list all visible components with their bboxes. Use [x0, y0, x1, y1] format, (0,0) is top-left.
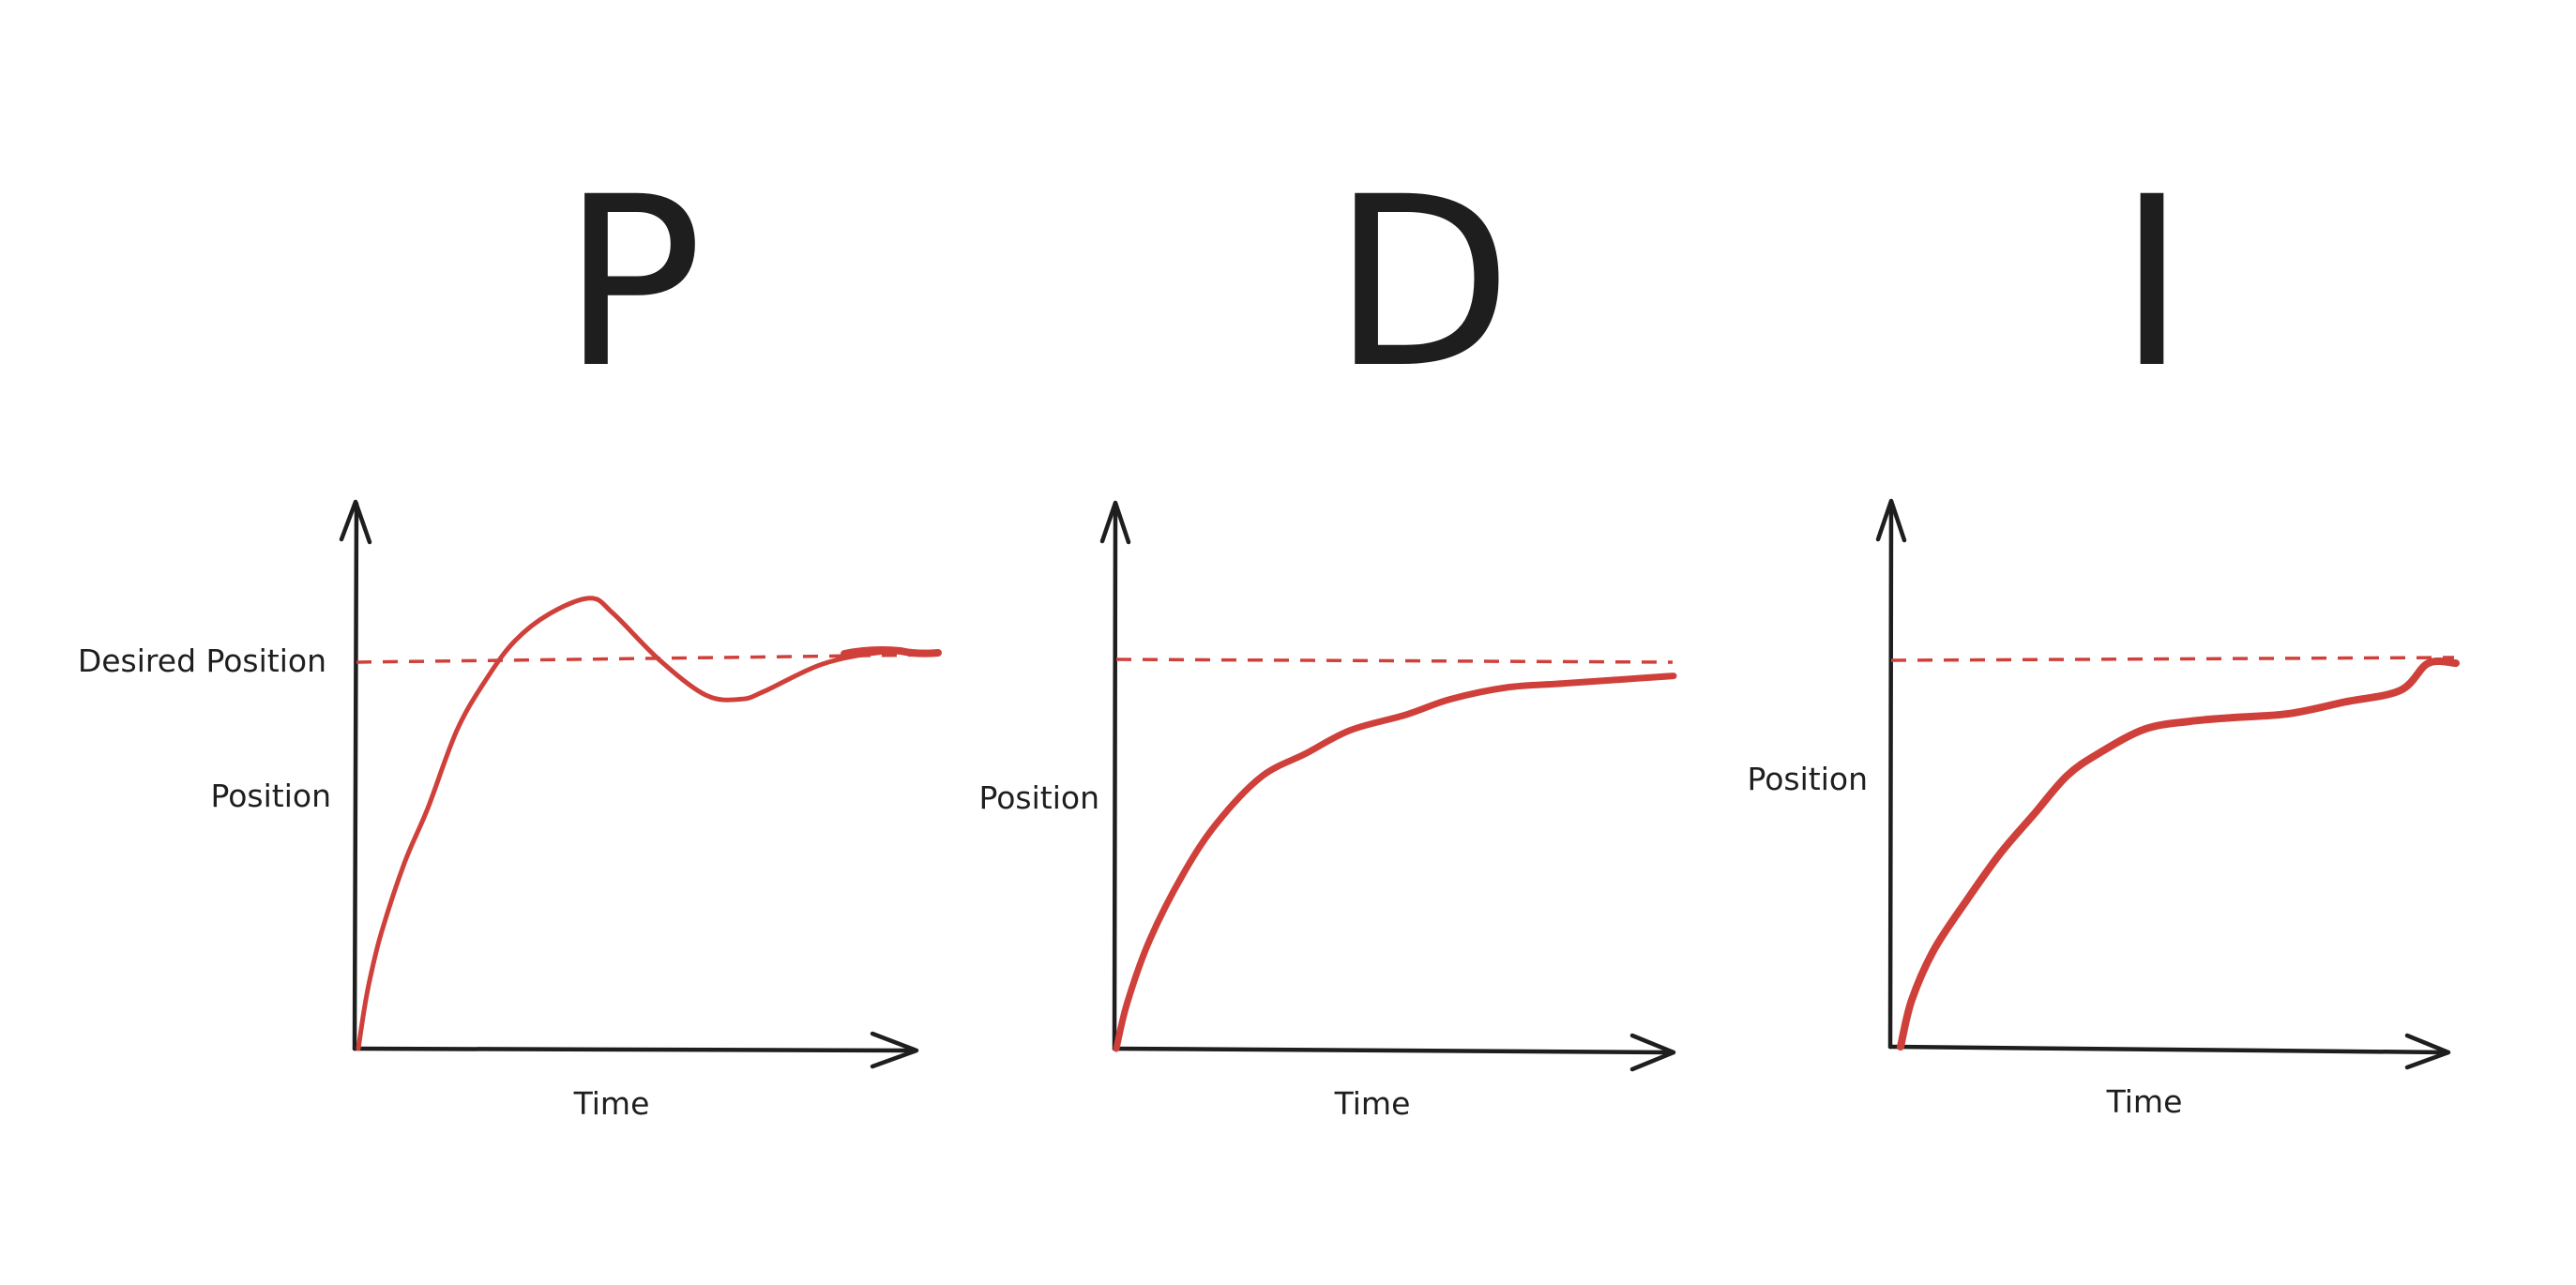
panel-p-desired-position-label: Desired Position	[78, 642, 326, 679]
panel-d-setpoint-line	[1115, 658, 1674, 664]
panel-d-time-label: Time	[1334, 1085, 1411, 1122]
panel-d: D Position Time	[979, 146, 1677, 1122]
panel-i-x-axis	[1887, 1044, 2449, 1055]
panel-i-y-axis	[1887, 500, 1894, 1050]
panel-d-position-label: Position	[979, 779, 1100, 816]
panel-d-title: D	[1332, 146, 1513, 419]
panel-p-response-curve	[356, 596, 941, 1051]
panel-i-title: I	[2117, 146, 2187, 419]
panel-p-x-arrowhead	[870, 1031, 919, 1069]
panel-d-y-arrowhead	[1099, 500, 1131, 545]
panel-i-x-arrowhead	[2404, 1033, 2451, 1070]
panel-i-setpoint-line	[1890, 656, 2455, 662]
panel-p-response-tail	[841, 646, 942, 658]
panel-p-y-axis	[352, 501, 359, 1051]
panel-p-setpoint-line	[356, 653, 939, 664]
panel-d-x-axis	[1112, 1046, 1674, 1055]
panel-p-position-label: Position	[211, 778, 332, 814]
panel-i-time-label: Time	[2106, 1083, 2183, 1120]
panel-p-time-label: Time	[573, 1085, 650, 1122]
panel-d-x-arrowhead	[1629, 1033, 1676, 1072]
panel-p-x-axis	[352, 1046, 917, 1053]
panel-d-response-curve	[1113, 673, 1677, 1052]
panel-i-y-arrowhead	[1875, 498, 1907, 543]
panel-p-title: P	[562, 146, 704, 419]
panel-i-response-curve	[1897, 657, 2460, 1051]
panel-p: P Desired Position Position Time	[78, 146, 942, 1122]
panel-p-y-arrowhead	[339, 499, 372, 545]
panel-i-position-label: Position	[1748, 761, 1869, 797]
panel-i: I Position Time	[1748, 146, 2460, 1120]
panel-d-y-axis	[1112, 502, 1118, 1051]
